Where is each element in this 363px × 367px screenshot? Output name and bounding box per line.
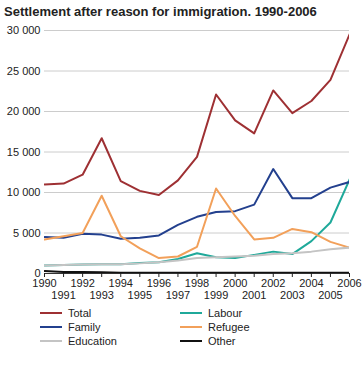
svg-text:5 000: 5 000 xyxy=(13,227,41,239)
svg-text:20 000: 20 000 xyxy=(7,105,41,117)
svg-text:1999: 1999 xyxy=(204,289,228,301)
svg-text:2002: 2002 xyxy=(261,277,285,289)
html-text:Total: Total xyxy=(68,307,92,319)
svg-text:1991: 1991 xyxy=(51,289,75,301)
svg-text:1992: 1992 xyxy=(70,277,94,289)
svg-text:2000: 2000 xyxy=(223,277,247,289)
svg-text:2001: 2001 xyxy=(242,289,266,301)
svg-text:1995: 1995 xyxy=(128,289,152,301)
svg-text:1994: 1994 xyxy=(109,277,133,289)
html-text:Education: Education xyxy=(68,335,117,347)
svg-text:30 000: 30 000 xyxy=(7,24,41,36)
html-text:Refugee: Refugee xyxy=(208,321,250,333)
svg-text:2005: 2005 xyxy=(318,289,342,301)
html-text:Labour: Labour xyxy=(208,307,243,319)
svg-text:1996: 1996 xyxy=(147,277,171,289)
svg-text:1997: 1997 xyxy=(166,289,190,301)
svg-text:1998: 1998 xyxy=(185,277,209,289)
svg-text:25 000: 25 000 xyxy=(7,65,41,77)
svg-text:0: 0 xyxy=(34,267,41,279)
svg-text:1990: 1990 xyxy=(32,277,56,289)
svg-text:1993: 1993 xyxy=(89,289,113,301)
svg-text:10 000: 10 000 xyxy=(7,186,41,198)
html-text:Settlement after reason for im: Settlement after reason for immigration.… xyxy=(4,4,317,19)
svg-text:2003: 2003 xyxy=(280,289,304,301)
html-text:Other: Other xyxy=(208,335,236,347)
svg-text:15 000: 15 000 xyxy=(7,146,41,158)
svg-text:2006: 2006 xyxy=(337,277,361,289)
svg-text:2004: 2004 xyxy=(299,277,323,289)
html-text:Family: Family xyxy=(68,321,101,333)
